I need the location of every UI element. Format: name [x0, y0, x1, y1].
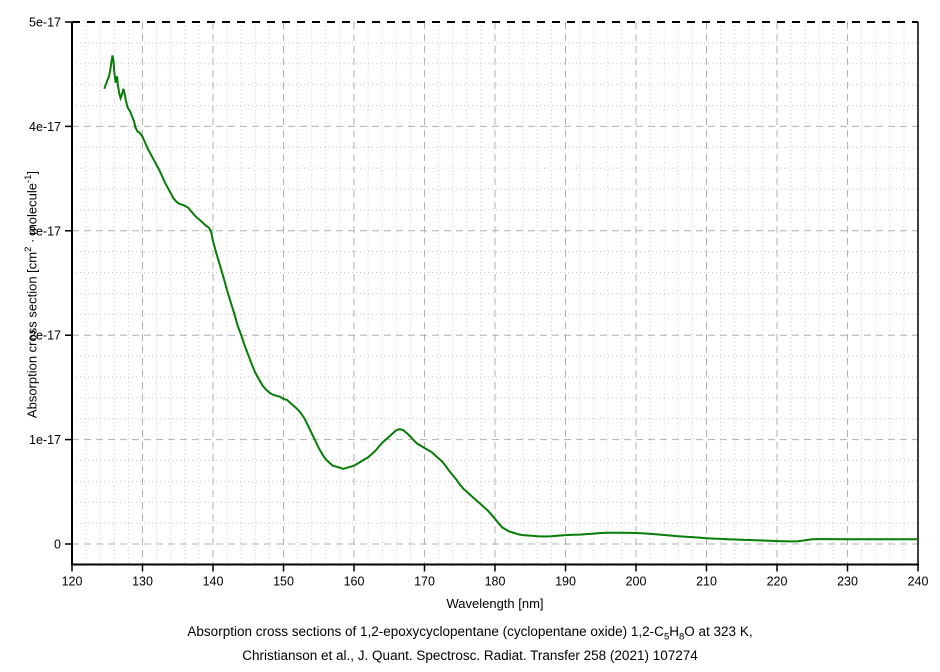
- y-tick-label: 1e-17: [29, 433, 61, 447]
- x-tick-label: 130: [132, 575, 153, 589]
- text-segment: · molecule: [24, 183, 40, 247]
- x-tick-label: 220: [767, 575, 788, 589]
- x-tick-label: 160: [344, 575, 365, 589]
- figure-caption: Absorption cross sections of 1,2-epoxycy…: [0, 620, 940, 668]
- text-segment: O at 323 K,: [684, 624, 753, 639]
- y-tick-label: 4e-17: [29, 120, 61, 134]
- spectrum-chart: 5e-17 4e-17 3e-17 2e-17 1e-17 0 120 130 140 150 16…: [29, 16, 929, 589]
- y-tick-label: 5e-17: [29, 16, 61, 30]
- x-tick-label: 180: [485, 575, 506, 589]
- x-tick-label: 170: [414, 575, 435, 589]
- superscript-text: -1: [23, 174, 35, 184]
- x-tick-label: 240: [908, 575, 929, 589]
- text-segment: H: [669, 624, 679, 639]
- y-tick-label: 3e-17: [29, 224, 61, 238]
- y-tick-label: 2e-17: [29, 329, 61, 343]
- subscript-text: 8: [678, 631, 685, 643]
- caption-line-2: Christianson et al., J. Quant. Spectrosc…: [242, 648, 698, 663]
- x-tick-label: 200: [626, 575, 647, 589]
- x-tick-label: 190: [555, 575, 576, 589]
- y-axis-label: Absorption cross section [cm2 · molecule…: [23, 15, 40, 575]
- text-segment: Absorption cross section [cm: [24, 251, 40, 419]
- y-tick-label: 0: [54, 538, 61, 552]
- x-axis-label: Wavelength [nm]: [446, 596, 544, 611]
- text-segment: ]: [24, 170, 40, 175]
- x-tick-label: 150: [273, 575, 294, 589]
- subscript-text: 5: [663, 631, 670, 643]
- x-tick-label: 140: [203, 575, 224, 589]
- spectrum-curve: [103, 55, 918, 543]
- caption-line-1: Absorption cross sections of 1,2-epoxycy…: [0, 620, 940, 644]
- text-segment: Absorption cross sections of 1,2-epoxycy…: [187, 624, 664, 639]
- x-tick-label: 230: [837, 575, 858, 589]
- x-tick-label: 120: [62, 575, 83, 589]
- x-tick-label: 210: [696, 575, 717, 589]
- superscript-text: 2: [23, 246, 35, 252]
